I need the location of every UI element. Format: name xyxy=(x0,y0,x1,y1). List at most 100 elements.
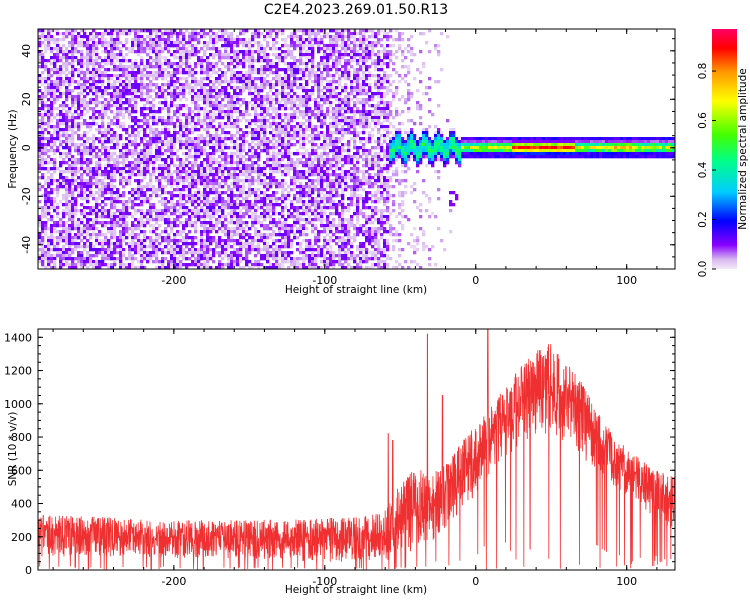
heatmap-cell xyxy=(95,173,99,177)
heatmap-cell xyxy=(152,50,156,54)
heatmap-cell xyxy=(77,116,81,120)
heatmap-cell xyxy=(155,110,159,114)
heatmap-cell xyxy=(116,122,120,126)
heatmap-cell xyxy=(284,155,288,159)
heatmap-cell xyxy=(293,116,297,120)
heatmap-cell xyxy=(182,35,186,39)
heatmap-cell xyxy=(104,110,108,114)
heatmap-cell xyxy=(224,254,228,258)
heatmap-cell xyxy=(218,191,222,195)
heatmap-cell xyxy=(191,221,195,225)
heatmap-cell xyxy=(149,176,153,180)
heatmap-cell xyxy=(209,179,213,183)
heatmap-cell xyxy=(122,65,126,69)
heatmap-cell xyxy=(152,140,156,144)
heatmap-cell xyxy=(116,32,120,36)
heatmap-cell xyxy=(173,131,177,135)
heatmap-cell xyxy=(299,86,303,90)
heatmap-cell xyxy=(221,38,225,42)
heatmap-cell xyxy=(50,242,54,246)
heatmap-cell xyxy=(302,38,306,42)
heatmap-cell xyxy=(161,209,165,213)
heatmap-cell xyxy=(302,140,306,144)
heatmap-cell xyxy=(71,167,75,171)
heatmap-cell xyxy=(254,260,258,264)
heatmap-cell xyxy=(260,59,264,63)
heatmap-cell xyxy=(131,206,135,210)
heatmap-cell xyxy=(122,224,126,228)
heatmap-cell xyxy=(251,236,255,240)
heatmap-cell xyxy=(47,122,51,126)
heatmap-cell xyxy=(200,167,204,171)
heatmap-cell xyxy=(176,215,180,219)
heatmap-cell xyxy=(215,191,219,195)
heatmap-cell xyxy=(164,197,168,201)
heatmap-cell xyxy=(296,200,300,204)
heatmap-cell xyxy=(284,62,288,66)
heatmap-cell xyxy=(110,77,114,81)
heatmap-cell xyxy=(80,194,84,198)
heatmap-cell xyxy=(56,137,60,141)
heatmap-cell xyxy=(209,122,213,126)
heatmap-cell xyxy=(230,56,234,60)
heatmap-cell xyxy=(278,143,282,147)
heatmap-cell xyxy=(125,146,129,150)
heatmap-cell xyxy=(41,128,45,132)
heatmap-cell xyxy=(86,188,90,192)
heatmap-cell xyxy=(275,101,279,105)
heatmap-cell xyxy=(239,71,243,75)
heatmap-cell xyxy=(110,122,114,126)
heatmap-cell xyxy=(44,113,48,117)
heatmap-cell xyxy=(116,164,120,168)
heatmap-cell xyxy=(272,71,276,75)
heatmap-cell xyxy=(299,266,303,269)
heatmap-cell xyxy=(197,194,201,198)
heatmap-cell xyxy=(125,206,129,210)
heatmap-cell xyxy=(284,233,288,237)
heatmap-cell xyxy=(107,248,111,252)
heatmap-cell xyxy=(254,71,258,75)
heatmap-cell xyxy=(92,62,96,66)
heatmap-cell xyxy=(68,215,72,219)
heatmap-cell xyxy=(101,77,105,81)
heatmap-cell xyxy=(128,266,132,269)
heatmap-cell xyxy=(185,134,189,138)
heatmap-cell xyxy=(179,140,183,144)
heatmap-cell xyxy=(278,170,282,174)
heatmap-cell xyxy=(50,215,54,219)
heatmap-cell xyxy=(44,128,48,132)
heatmap-cell xyxy=(239,209,243,213)
heatmap-cell xyxy=(113,167,117,171)
heatmap-cell xyxy=(152,218,156,222)
heatmap-cell xyxy=(218,206,222,210)
heatmap-cell xyxy=(38,95,42,99)
heatmap-cell xyxy=(266,251,270,255)
heatmap-cell xyxy=(170,251,174,255)
heatmap-cell xyxy=(284,44,288,48)
heatmap-cell xyxy=(245,224,249,228)
heatmap-cell xyxy=(266,245,270,249)
heatmap-cell xyxy=(251,206,255,210)
heatmap-cell xyxy=(65,197,69,201)
heatmap-cell xyxy=(167,242,171,246)
heatmap-cell xyxy=(170,95,174,99)
heatmap-cell xyxy=(287,95,291,99)
heatmap-cell xyxy=(173,170,177,174)
heatmap-cell xyxy=(212,95,216,99)
heatmap-cell xyxy=(95,164,99,168)
heatmap-cell xyxy=(104,185,108,189)
heatmap-cell xyxy=(251,35,255,39)
heatmap-cell xyxy=(62,227,66,231)
heatmap-cell xyxy=(221,200,225,204)
heatmap-cell xyxy=(128,104,132,108)
heatmap-cell xyxy=(254,191,258,195)
heatmap-cell xyxy=(215,80,219,84)
heatmap-cell xyxy=(104,215,108,219)
heatmap-cell xyxy=(206,122,210,126)
heatmap-cell xyxy=(215,32,219,36)
heatmap-cell xyxy=(218,263,222,267)
heatmap-cell xyxy=(212,200,216,204)
heatmap-cell xyxy=(299,101,303,105)
heatmap-cell xyxy=(104,29,108,33)
heatmap-cell xyxy=(113,215,117,219)
